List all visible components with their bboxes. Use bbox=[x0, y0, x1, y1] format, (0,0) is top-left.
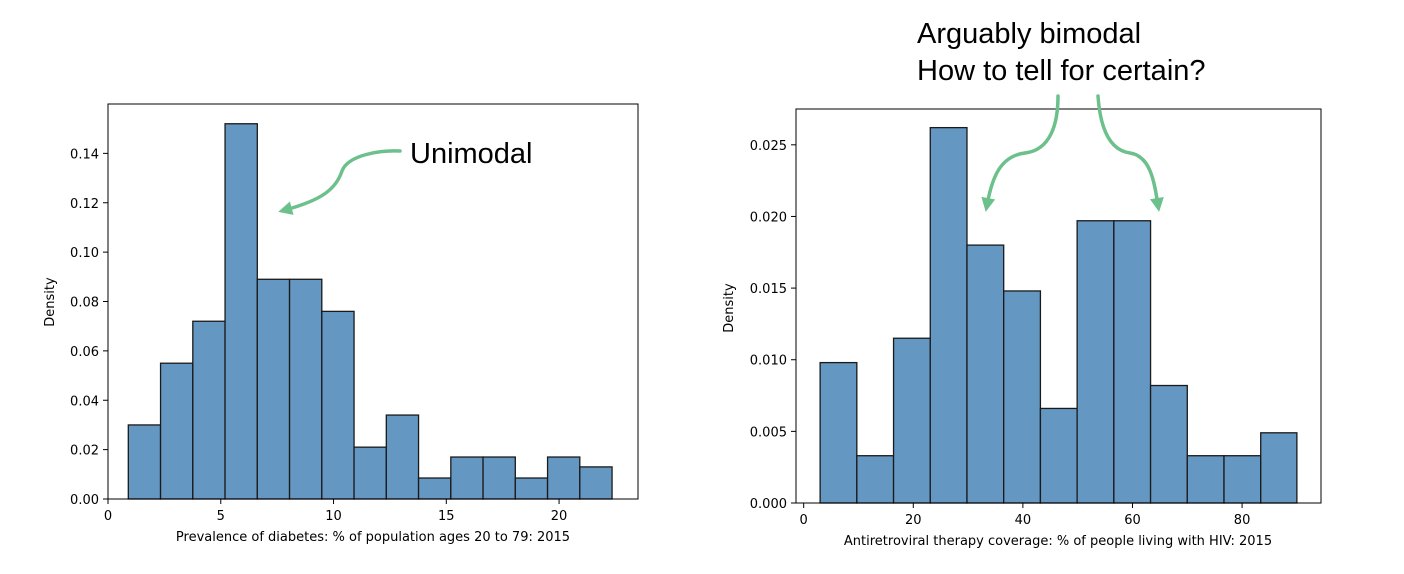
x-tick-label: 0 bbox=[104, 509, 112, 524]
histogram-bar bbox=[819, 361, 858, 504]
histogram-bar bbox=[1260, 432, 1298, 504]
x-tick-label: 0 bbox=[800, 513, 808, 528]
annotation-arrow-bimodal-left bbox=[981, 94, 1060, 212]
x-tick-label: 20 bbox=[551, 509, 568, 524]
histogram-bar bbox=[1186, 455, 1225, 504]
histogram-bar bbox=[1113, 220, 1152, 504]
histogram-bar bbox=[1076, 220, 1115, 504]
y-tick-label: 0.005 bbox=[750, 425, 787, 440]
histogram-diabetes: 0 5 10 15 20 0.00 0.02 0.04 0.06 0.08 0.10 0.12 0.1… bbox=[43, 103, 639, 545]
histogram-art-coverage: 0 20 40 60 80 0.000 0.005 0.010 0.015 0.020 0.025… bbox=[722, 108, 1322, 549]
x-axis-label: Antiretroviral therapy coverage: % of pe… bbox=[844, 534, 1272, 549]
histogram-bar bbox=[127, 424, 162, 500]
y-axis-label: Density bbox=[722, 283, 737, 333]
histogram-bar bbox=[929, 126, 968, 504]
histogram-bar bbox=[1223, 455, 1262, 504]
x-tick-label: 20 bbox=[905, 513, 922, 528]
histogram-bar bbox=[482, 456, 516, 500]
y-tick-label: 0.020 bbox=[750, 210, 787, 225]
y-tick-label: 0.12 bbox=[70, 197, 99, 212]
y-tick-label: 0.000 bbox=[750, 497, 787, 512]
y-tick-label: 0.04 bbox=[70, 394, 99, 409]
histogram-bar bbox=[288, 278, 323, 500]
histogram-bar bbox=[966, 244, 1005, 504]
x-tick-label: 40 bbox=[1015, 513, 1032, 528]
annotation-bimodal-line1: Arguably bimodal bbox=[917, 18, 1141, 50]
annotation-bimodal: Arguably bimodal How to tell for certain… bbox=[917, 18, 1206, 212]
annotation-bimodal-line2: How to tell for certain? bbox=[917, 55, 1206, 87]
histogram-bar bbox=[1039, 407, 1078, 504]
annotation-unimodal: Unimodal bbox=[278, 138, 533, 215]
x-ticks: 0 5 10 15 20 bbox=[104, 499, 567, 524]
histogram-bar bbox=[1003, 290, 1042, 504]
annotation-arrow-bimodal-right bbox=[1096, 94, 1164, 212]
x-tick-label: 15 bbox=[438, 509, 455, 524]
y-tick-label: 0.14 bbox=[70, 147, 99, 162]
histogram-bar bbox=[159, 362, 194, 500]
y-tick-label: 0.06 bbox=[70, 345, 99, 360]
y-tick-label: 0.02 bbox=[70, 444, 99, 459]
histogram-bar bbox=[546, 456, 581, 500]
bars-group bbox=[819, 126, 1298, 504]
x-tick-label: 60 bbox=[1124, 513, 1141, 528]
y-tick-label: 0.00 bbox=[70, 493, 99, 508]
histogram-bar bbox=[353, 446, 387, 500]
y-tick-label: 0.025 bbox=[750, 139, 787, 154]
x-axis-label: Prevalence of diabetes: % of population … bbox=[176, 530, 570, 545]
histogram-bar bbox=[224, 123, 258, 500]
histogram-bar bbox=[321, 310, 355, 500]
annotation-unimodal-text: Unimodal bbox=[410, 138, 533, 170]
y-axis-label: Density bbox=[43, 277, 58, 327]
histogram-bar bbox=[856, 455, 895, 504]
x-tick-label: 5 bbox=[217, 509, 225, 524]
bars-group bbox=[127, 123, 613, 500]
histogram-bar bbox=[385, 414, 420, 500]
histogram-bar bbox=[417, 477, 452, 500]
x-ticks: 0 20 40 60 80 bbox=[800, 503, 1251, 528]
histogram-bar bbox=[579, 466, 613, 500]
histogram-bar bbox=[514, 477, 549, 500]
y-tick-label: 0.010 bbox=[750, 354, 787, 369]
y-tick-label: 0.08 bbox=[70, 296, 99, 311]
y-tick-label: 0.015 bbox=[750, 282, 787, 297]
histogram-bar bbox=[892, 337, 931, 504]
histogram-bar bbox=[1149, 384, 1188, 504]
histogram-bar bbox=[192, 320, 226, 500]
annotation-arrow-unimodal bbox=[278, 149, 402, 215]
y-tick-label: 0.10 bbox=[70, 246, 99, 261]
histogram-bar bbox=[256, 278, 291, 500]
x-tick-label: 10 bbox=[325, 509, 342, 524]
x-tick-label: 80 bbox=[1234, 513, 1251, 528]
histogram-bar bbox=[450, 456, 484, 500]
y-ticks: 0.000 0.005 0.010 0.015 0.020 0.025 bbox=[750, 139, 796, 512]
y-ticks: 0.00 0.02 0.04 0.06 0.08 0.10 0.12 0.14 bbox=[70, 147, 108, 508]
